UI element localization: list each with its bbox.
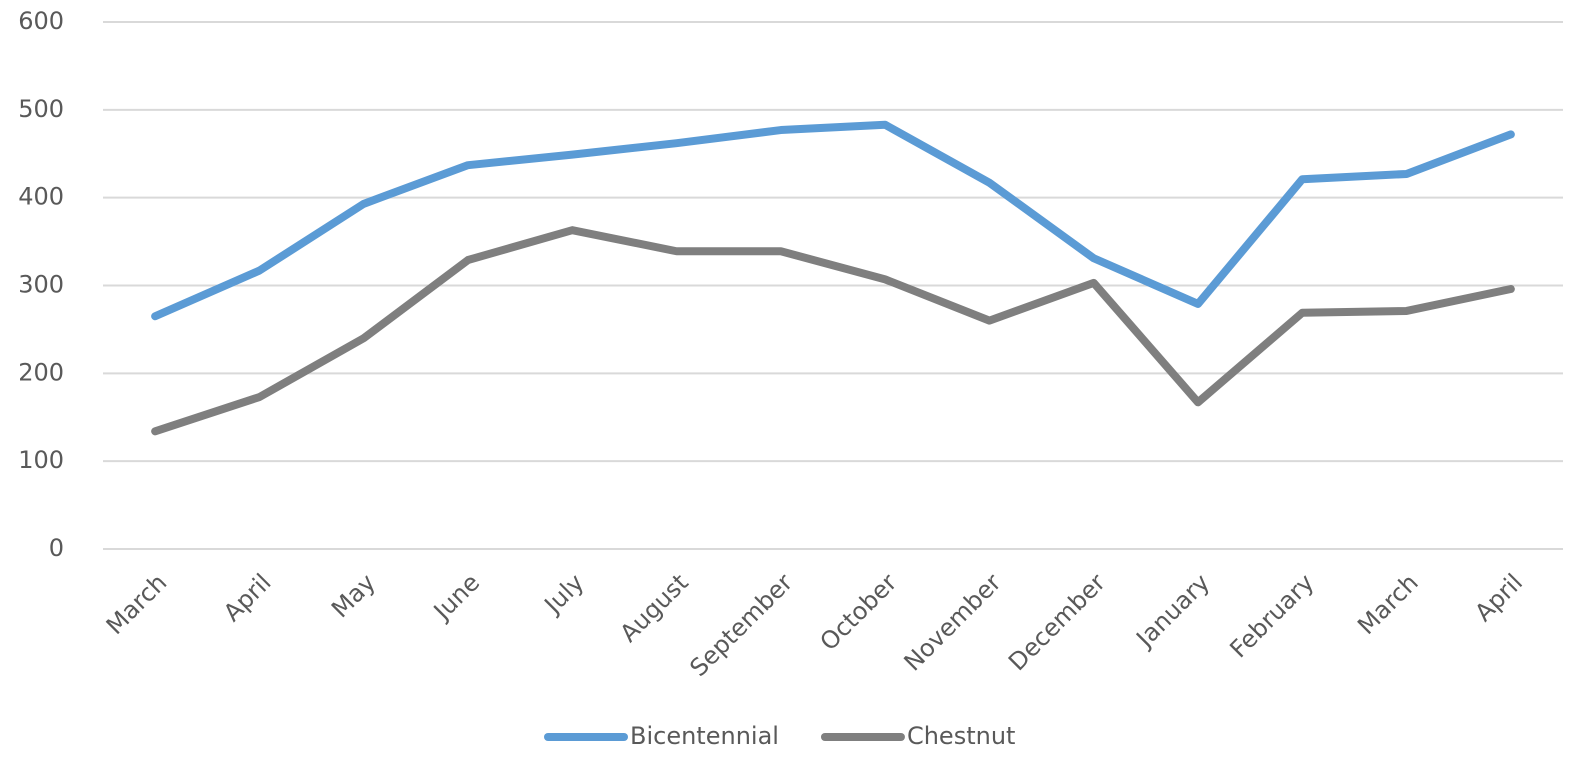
x-tick-label: September [684, 568, 798, 682]
x-tick-label: January [1130, 568, 1216, 654]
x-tick-label: March [101, 568, 173, 640]
x-tick-label: April [1469, 568, 1528, 627]
data-line [151, 226, 1515, 436]
x-tick-label: June [427, 568, 485, 626]
legend-label: Chestnut [907, 722, 1015, 750]
x-tick-label: December [1003, 568, 1111, 676]
y-tick-label: 0 [49, 534, 64, 562]
y-tick-label: 100 [18, 446, 64, 474]
y-tick-label: 300 [18, 271, 64, 299]
y-tick-label: 200 [18, 358, 64, 386]
y-tick-label: 500 [18, 95, 64, 123]
y-tick-label: 600 [18, 7, 64, 35]
data-line [151, 120, 1515, 321]
x-tick-label: May [326, 568, 381, 623]
x-tick-label: April [218, 568, 277, 627]
x-tick-label: February [1224, 568, 1319, 663]
x-tick-label: August [615, 568, 694, 647]
x-tick-label: October [815, 568, 903, 656]
x-tick-label: March [1352, 568, 1424, 640]
y-tick-label: 400 [18, 183, 64, 211]
x-tick-label: July [538, 568, 590, 620]
x-tick-label: November [899, 568, 1007, 676]
legend-label: Bicentennial [630, 722, 779, 750]
